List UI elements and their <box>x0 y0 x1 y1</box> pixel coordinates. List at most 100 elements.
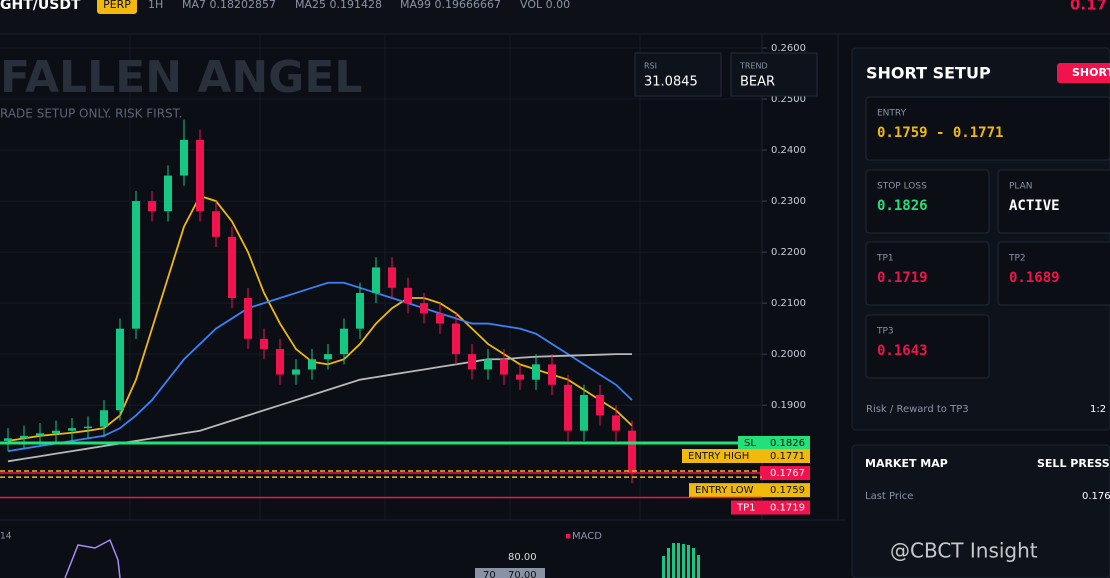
rr-value: 1:2 <box>1090 404 1106 415</box>
candle-body <box>516 374 524 380</box>
candle-body <box>340 328 348 355</box>
candle-body <box>260 338 268 350</box>
card-value: 0.1643 <box>877 343 928 359</box>
candle-body <box>628 430 636 474</box>
rsi-box <box>634 52 722 97</box>
candle-body <box>308 359 316 370</box>
candle-body <box>532 364 540 380</box>
candle-body <box>212 211 220 237</box>
card-label: PLAN <box>1009 182 1033 192</box>
level-tag <box>731 500 810 515</box>
price: 0.17 <box>1070 0 1107 14</box>
level-tag <box>689 483 810 498</box>
macd-bar <box>672 543 675 578</box>
candle-body <box>36 433 44 436</box>
y-tick-label: 0.2300 <box>771 196 806 207</box>
card <box>997 169 1110 234</box>
level-price: 0.1759 <box>770 485 805 496</box>
candle-body <box>564 384 572 431</box>
level-price: 0.1826 <box>770 438 805 449</box>
y-tick-label: 0.2400 <box>771 145 806 156</box>
candle-body <box>356 292 364 329</box>
candle-body <box>228 236 236 299</box>
card-value: 0.1689 <box>1009 270 1060 286</box>
candle-body <box>468 354 476 370</box>
last-price-label: Last Price <box>865 491 913 502</box>
candle-body <box>100 410 108 427</box>
macd-bar <box>697 555 700 578</box>
symbol: GHT/USDT <box>0 0 81 13</box>
candle-body <box>180 139 188 176</box>
candle-body <box>52 430 60 434</box>
short-badge <box>1057 63 1110 83</box>
last-price-value: 0.176 <box>1082 491 1110 502</box>
card-value: 0.1759 - 0.1771 <box>877 125 1003 141</box>
candle-body <box>84 426 92 429</box>
moving-average <box>7 353 632 463</box>
candle-body <box>292 369 300 375</box>
rsi-period: 14 <box>0 532 12 542</box>
macd-histogram <box>662 543 700 578</box>
watermark-sub: RADE SETUP ONLY. RISK FIRST. <box>0 107 182 121</box>
interval[interactable]: 1H <box>148 0 163 11</box>
moving-average <box>7 281 633 453</box>
candle-body <box>404 287 412 304</box>
candle-body <box>372 267 380 293</box>
ma25: MA25 0.191428 <box>295 0 382 11</box>
level-price: 0.1719 <box>770 503 805 514</box>
candle-body <box>548 364 556 385</box>
rr-label: Risk / Reward to TP3 <box>866 404 969 415</box>
watermark: FALLEN ANGEL <box>0 52 362 103</box>
candle-body <box>132 201 140 329</box>
macd-bar <box>687 545 690 578</box>
card-value: 0.1826 <box>877 198 928 214</box>
candle-body <box>612 415 620 431</box>
macd-bar <box>692 548 695 578</box>
card-label: TP2 <box>1008 254 1026 264</box>
level-name: ENTRY HIGH <box>688 451 749 462</box>
indicator-pane <box>0 520 845 578</box>
card-label: STOP LOSS <box>877 182 927 192</box>
candle-body <box>500 359 508 375</box>
card <box>865 96 1110 161</box>
level-tag <box>738 435 810 450</box>
candle-body <box>276 349 284 375</box>
candle-body <box>244 298 252 339</box>
candle-body <box>580 394 588 431</box>
macd-dot: ▪ <box>565 532 571 542</box>
card <box>865 169 990 234</box>
candle-body <box>4 438 12 441</box>
panel-title: SHORT SETUP <box>866 64 991 83</box>
price-chart: 0.2600 0.2500 0.2400 0.2300 0.2200 0.2100 0.20… <box>0 34 839 520</box>
card-label: TP1 <box>876 254 894 264</box>
level-tag <box>760 466 810 481</box>
candle-body <box>324 354 332 360</box>
short-badge-text: SHORT <box>1072 66 1110 79</box>
y-tick-label: 0.2500 <box>771 94 806 105</box>
perp-text: PERP <box>103 0 131 11</box>
candle-body <box>420 303 428 314</box>
candle-body <box>164 175 172 212</box>
macd-bar <box>662 556 665 578</box>
candle-body <box>68 428 76 431</box>
candle-body <box>596 394 604 416</box>
volume: VOL 0.00 <box>520 0 570 11</box>
candle-body <box>436 313 444 324</box>
candle-body <box>148 201 156 212</box>
rsi-70-tag <box>475 568 545 578</box>
y-tick-label: 0.2100 <box>771 298 806 309</box>
level-tag <box>682 449 810 464</box>
y-tick-label: 0.2600 <box>771 43 806 54</box>
rsi-line <box>64 538 121 578</box>
ma7: MA7 0.18202857 <box>182 0 276 11</box>
candle-body <box>196 139 204 212</box>
level-name: SL <box>744 438 756 449</box>
trend-value: BEAR <box>740 75 775 90</box>
macd-label: MACD <box>572 531 602 542</box>
card-value: ACTIVE <box>1009 198 1060 214</box>
candle-body <box>20 435 28 439</box>
card-label: TP3 <box>876 327 894 337</box>
trend-label: TREND <box>739 62 768 71</box>
trend-box <box>730 52 818 97</box>
